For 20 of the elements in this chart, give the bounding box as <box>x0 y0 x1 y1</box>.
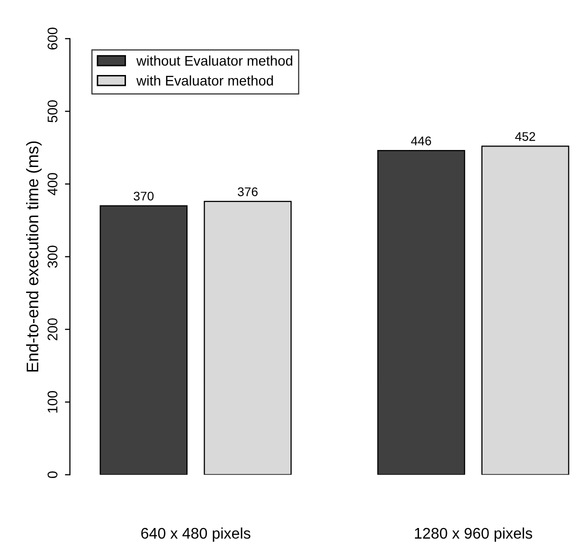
y-tick-label: 100 <box>48 390 58 413</box>
bar <box>100 205 188 475</box>
y-tick-label: 300 <box>48 246 58 268</box>
bar <box>377 150 466 475</box>
y-tick-label: 200 <box>48 318 58 340</box>
y-axis-title: End-to-end execution time (ms) <box>26 141 42 372</box>
y-tick-label: 500 <box>48 100 58 122</box>
data-label: 376 <box>238 187 258 196</box>
data-label: 452 <box>515 132 536 141</box>
y-tick-label: 400 <box>48 172 58 196</box>
data-label: 370 <box>134 192 154 201</box>
x-tick-label: 1280 x 960 pixels <box>414 528 532 542</box>
data-label: 446 <box>411 136 432 146</box>
legend-label: without Evaluator method <box>136 56 292 66</box>
bar <box>481 146 570 475</box>
bar <box>204 200 292 475</box>
y-tick-label: 0 <box>48 471 58 478</box>
y-tick-label: 600 <box>48 28 58 50</box>
x-tick-label: 640 x 480 pixels <box>141 528 250 542</box>
legend-label: with Evaluator method <box>136 75 273 86</box>
